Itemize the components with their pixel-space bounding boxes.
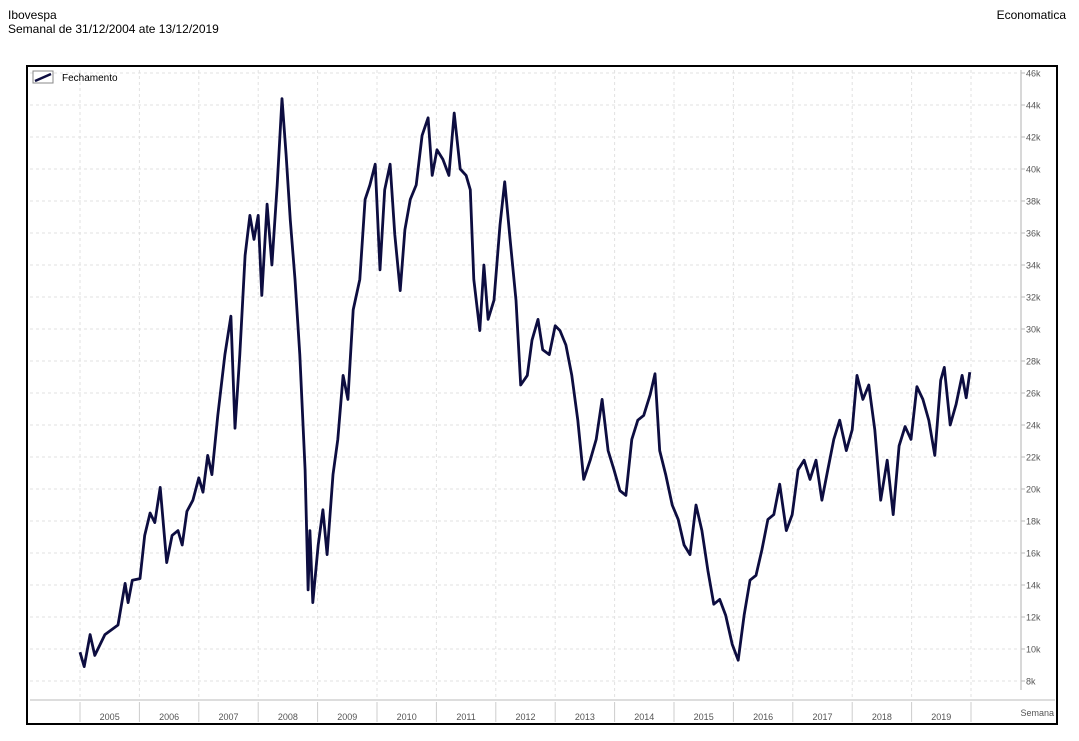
x-tick-label: 2011 — [456, 712, 475, 722]
x-tick-label: 2015 — [694, 712, 714, 722]
x-tick-label: 2006 — [159, 712, 179, 722]
y-tick-label: 42k — [1026, 133, 1041, 143]
y-tick-label: 20k — [1026, 485, 1041, 495]
chart-subtitle: Semanal de 31/12/2004 ate 13/12/2019 — [8, 22, 219, 36]
y-axis: 8k 10k 12k 14k 16k 18k 20k 22k 24k 26k 28k 30k 32k 34… — [1021, 69, 1041, 687]
legend-label: Fechamento — [62, 73, 118, 84]
legend-line-icon — [34, 72, 52, 83]
y-tick-label: 18k — [1026, 517, 1041, 527]
y-tick-label: 14k — [1026, 581, 1041, 591]
y-tick-label: 16k — [1026, 549, 1041, 559]
x-tick-label: 2018 — [872, 712, 892, 722]
x-tick-label: 2009 — [337, 712, 357, 722]
chart-title: Ibovespa — [8, 8, 57, 22]
x-tick-label: 2016 — [753, 712, 773, 722]
y-tick-label: 32k — [1026, 293, 1041, 303]
y-tick-label: 36k — [1026, 229, 1041, 239]
x-tick-label: 2019 — [931, 712, 951, 722]
brand-label: Economatica — [996, 8, 1066, 22]
y-tick-label: 24k — [1026, 421, 1041, 431]
y-tick-label: 8k — [1026, 677, 1036, 687]
x-axis-label: Semana — [1020, 708, 1054, 718]
x-tick-label: 2014 — [634, 712, 654, 722]
y-tick-label: 12k — [1026, 613, 1041, 623]
x-tick-label: 2012 — [515, 712, 535, 722]
series-line-fechamento — [78, 97, 972, 668]
y-tick-label: 38k — [1026, 197, 1041, 207]
x-tick-label: 2005 — [100, 712, 120, 722]
x-tick-label: 2008 — [278, 712, 298, 722]
y-tick-label: 28k — [1026, 357, 1041, 367]
y-tick-label: 40k — [1026, 165, 1041, 175]
x-tick-label: 2013 — [575, 712, 595, 722]
y-tick-label: 26k — [1026, 389, 1041, 399]
x-axis: 2005 2006 2007 2008 2009 2010 2011 2012 2013 2014… — [79, 702, 972, 722]
y-tick-label: 10k — [1026, 645, 1041, 655]
y-tick-label: 46k — [1026, 69, 1041, 79]
x-tick-label: 2007 — [218, 712, 238, 722]
chart-frame — [26, 65, 1058, 725]
y-tick-label: 44k — [1026, 101, 1041, 111]
y-tick-label: 34k — [1026, 261, 1041, 271]
x-tick-label: 2017 — [812, 712, 832, 722]
y-tick-label: 30k — [1026, 325, 1041, 335]
legend: Fechamento — [32, 70, 118, 84]
y-tick-label: 22k — [1026, 453, 1041, 463]
x-tick-label: 2010 — [397, 712, 417, 722]
